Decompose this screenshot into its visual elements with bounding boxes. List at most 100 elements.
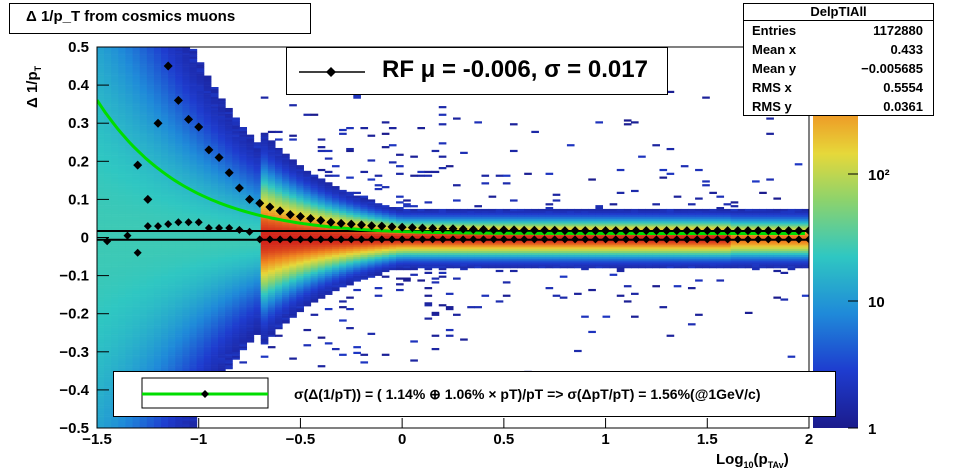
heatmap-cell <box>153 243 162 246</box>
heatmap-cell <box>225 216 233 219</box>
heatmap-cell <box>210 271 219 274</box>
heatmap-cell <box>246 235 255 238</box>
heatmap-cell <box>111 149 119 153</box>
heatmap-cell <box>97 403 105 406</box>
heatmap-cell <box>189 235 198 238</box>
heatmap-cell <box>175 136 183 139</box>
heatmap-cell <box>182 50 191 54</box>
heatmap-cell <box>210 187 219 191</box>
heatmap-cell <box>203 187 212 191</box>
heatmap-cell <box>218 357 226 360</box>
heatmap-cell <box>118 102 126 105</box>
heatmap-cell <box>189 172 198 175</box>
heatmap-cell <box>118 77 126 80</box>
heatmap-cell <box>146 420 155 423</box>
heatmap-cell <box>153 275 162 278</box>
heatmap-cell <box>218 125 226 128</box>
heatmap-cell <box>225 258 233 261</box>
heatmap-cell <box>139 418 148 421</box>
heatmap-cell <box>125 422 134 425</box>
heatmap-cell <box>125 216 134 219</box>
heatmap-cell <box>253 147 262 151</box>
heatmap-cell <box>289 159 297 162</box>
heatmap-cell <box>153 73 162 76</box>
heatmap-cell <box>146 201 155 204</box>
heatmap-cell <box>125 252 134 255</box>
heatmap-cell <box>232 247 240 250</box>
heatmap-cell <box>139 285 148 288</box>
heatmap-cell <box>132 321 141 324</box>
heatmap-cell <box>104 132 112 135</box>
heatmap-cell <box>182 75 191 78</box>
heatmap-cell <box>111 130 119 134</box>
heatmap-cell <box>97 288 105 292</box>
heatmap-cell <box>260 271 269 274</box>
heatmap-cell <box>168 132 176 135</box>
heatmap-cell <box>189 168 198 172</box>
heatmap-cell <box>161 189 169 193</box>
heatmap-cell <box>146 73 155 76</box>
heatmap-cell <box>168 197 176 200</box>
heatmap-cell <box>260 207 269 210</box>
heatmap-cell <box>161 330 169 334</box>
heatmap-cell <box>132 307 141 311</box>
heatmap-cell <box>282 170 290 174</box>
heatmap-cell <box>125 146 134 149</box>
heatmap-cell <box>161 355 169 358</box>
heatmap-cell <box>168 235 176 238</box>
heatmap-cell <box>118 287 126 290</box>
heatmap-cell <box>317 149 326 153</box>
heatmap-cell <box>260 330 269 334</box>
heatmap-cell <box>210 309 219 313</box>
heatmap-cell <box>153 269 162 273</box>
heatmap-cell <box>111 248 119 252</box>
heatmap-cell <box>132 83 141 86</box>
heatmap-cell <box>182 233 191 236</box>
heatmap-cell <box>289 279 297 282</box>
heatmap-cell <box>253 227 262 231</box>
heatmap-cell <box>153 178 162 181</box>
heatmap-cell <box>317 271 326 274</box>
heatmap-cell <box>331 207 340 210</box>
heatmap-cell <box>218 186 226 189</box>
heatmap-cell <box>225 151 233 154</box>
heatmap-cell <box>275 191 283 194</box>
heatmap-cell <box>139 172 148 175</box>
heatmap-cell <box>153 180 162 183</box>
heatmap-cell <box>303 227 312 231</box>
heatmap-cell <box>104 199 112 202</box>
heatmap-cell <box>267 226 276 229</box>
heatmap-cell <box>239 327 248 330</box>
heatmap-cell <box>196 163 205 166</box>
heatmap-cell <box>317 189 326 193</box>
heatmap-cell <box>303 304 312 307</box>
heatmap-cell <box>218 342 226 345</box>
heatmap-cell <box>182 81 191 84</box>
heatmap-cell <box>182 357 191 360</box>
heatmap-cell <box>104 210 112 214</box>
heatmap-cell <box>232 344 240 347</box>
heatmap-cell <box>331 264 340 267</box>
heatmap-cell <box>303 271 312 274</box>
heatmap-cell <box>232 325 240 328</box>
heatmap-cell <box>275 271 283 274</box>
heatmap-cell <box>111 54 119 57</box>
heatmap-cell <box>111 330 119 334</box>
heatmap-cell <box>210 161 219 164</box>
heatmap-cell <box>175 132 183 135</box>
heatmap-cell <box>203 283 212 286</box>
heatmap-cell <box>296 298 304 301</box>
heatmap-cell <box>97 186 105 189</box>
heatmap-cell <box>196 212 205 215</box>
heatmap-cell <box>153 218 162 221</box>
heatmap-cell <box>139 294 148 297</box>
heatmap-cell <box>239 214 248 217</box>
heatmap-cell <box>310 250 319 254</box>
heatmap-cell <box>203 237 212 240</box>
heatmap-cell <box>218 327 226 330</box>
heatmap-cell <box>310 243 319 246</box>
heatmap-cell <box>182 147 191 151</box>
heatmap-cell <box>339 300 347 303</box>
heatmap-cell <box>267 313 276 316</box>
heatmap-cell <box>161 167 169 170</box>
